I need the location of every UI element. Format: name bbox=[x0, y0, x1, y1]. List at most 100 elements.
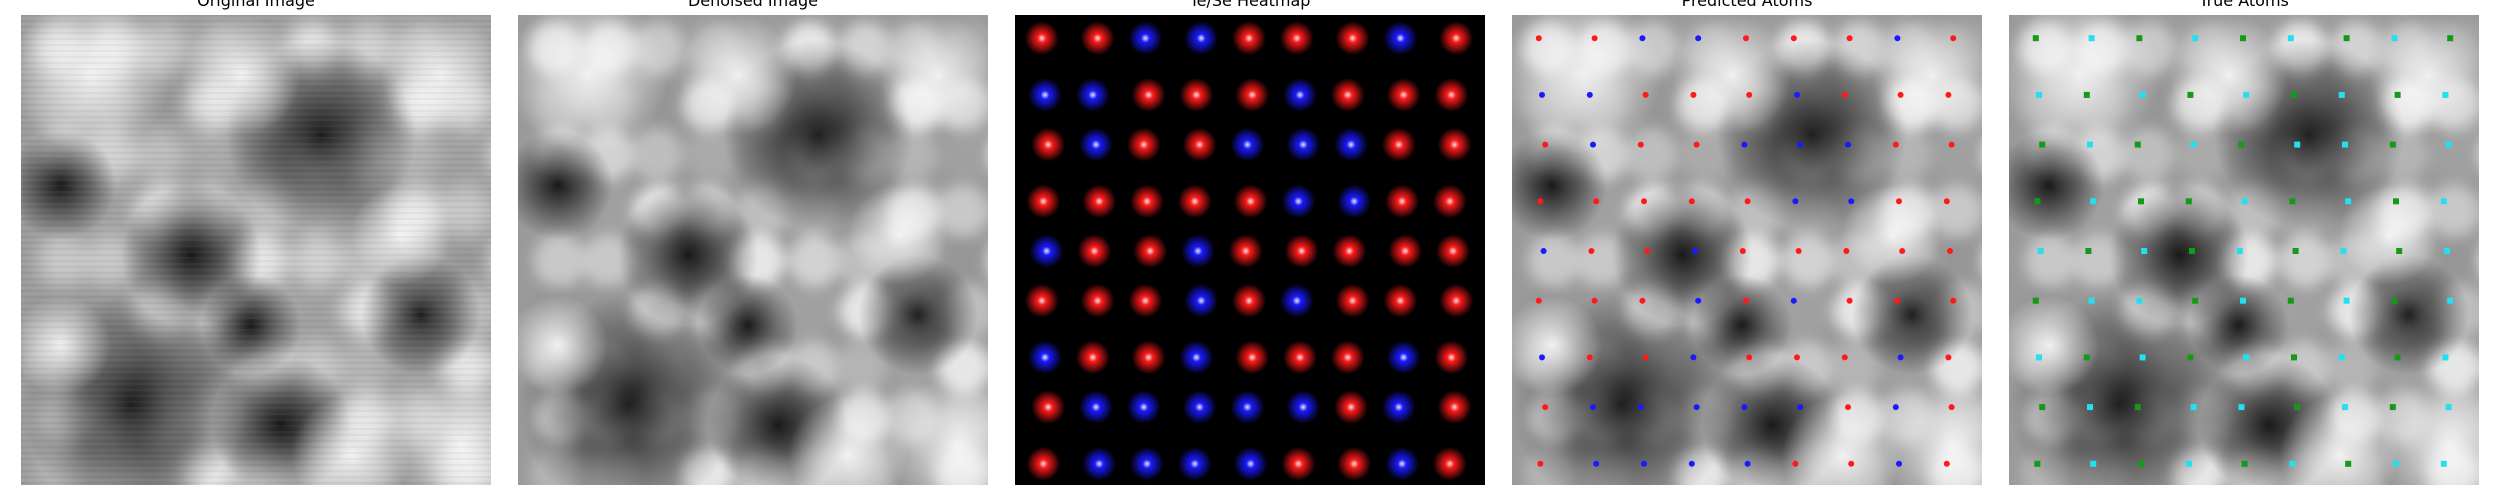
se-heat-spot bbox=[1028, 77, 1062, 112]
true-cyan-atom bbox=[2243, 91, 2250, 98]
true-green-atom bbox=[2394, 91, 2401, 98]
true-cyan-atom bbox=[2442, 91, 2449, 98]
true-green-atom bbox=[2396, 248, 2403, 254]
predicted-se-atom bbox=[1693, 404, 1700, 411]
true-cyan-atom bbox=[2238, 404, 2245, 411]
predicted-te-atom bbox=[1588, 248, 1595, 254]
true-cyan-atom bbox=[2037, 248, 2044, 254]
panel-title-heatmap: Te/Se Heatmap bbox=[1189, 0, 1311, 10]
te-heat-spot bbox=[1385, 184, 1419, 219]
te-heat-spot bbox=[1439, 283, 1474, 318]
te-heat-spot bbox=[1026, 446, 1061, 481]
te-heat-spot bbox=[1381, 127, 1416, 162]
te-heat-spot bbox=[1281, 446, 1316, 481]
te-heat-spot bbox=[1235, 340, 1270, 375]
true-green-atom bbox=[2291, 354, 2297, 361]
se-heat-spot bbox=[1075, 77, 1110, 112]
te-heat-spot bbox=[1330, 340, 1365, 375]
te-heat-spot bbox=[1437, 127, 1472, 162]
true-cyan-atom bbox=[2240, 297, 2246, 304]
se-heat-spot bbox=[1181, 234, 1215, 268]
te-heat-spot bbox=[1284, 234, 1319, 268]
true-green-atom bbox=[2185, 198, 2192, 205]
true-cyan-atom bbox=[2036, 354, 2042, 361]
true-cyan-atom bbox=[2088, 35, 2095, 42]
predicted-atoms-canvas bbox=[1512, 15, 1982, 485]
true-cyan-atom bbox=[2338, 91, 2345, 98]
predicted-te-atom bbox=[1591, 297, 1598, 304]
true-cyan-atom bbox=[2289, 460, 2296, 467]
true-cyan-atom bbox=[2343, 297, 2350, 304]
te-heat-spot bbox=[1031, 127, 1066, 162]
true-cyan-atom bbox=[2340, 248, 2347, 254]
predicted-te-atom bbox=[1693, 141, 1700, 148]
te-heat-spot bbox=[1232, 21, 1266, 56]
true-cyan-atom bbox=[2440, 460, 2447, 467]
predicted-te-atom bbox=[1542, 404, 1549, 411]
true-green-atom bbox=[2389, 141, 2396, 148]
se-heat-spot bbox=[1337, 184, 1372, 219]
predicted-se-atom bbox=[1790, 297, 1797, 304]
te-heat-spot bbox=[1432, 446, 1467, 481]
te-heat-spot bbox=[1182, 127, 1217, 162]
true-cyan-atom bbox=[2192, 35, 2199, 42]
predicted-te-atom bbox=[1894, 297, 1901, 304]
true-green-atom bbox=[2134, 141, 2141, 148]
se-heat-spot bbox=[1286, 390, 1321, 425]
predicted-se-atom bbox=[1540, 248, 1547, 254]
denoised-image bbox=[518, 15, 988, 485]
true-green-atom bbox=[2393, 198, 2399, 205]
true-green-atom bbox=[2447, 35, 2454, 42]
se-heat-spot bbox=[1079, 390, 1113, 425]
predicted-te-atom bbox=[1542, 141, 1549, 148]
predicted-se-atom bbox=[1741, 141, 1748, 148]
true-green-atom bbox=[2391, 297, 2398, 304]
te-heat-spot bbox=[1024, 283, 1059, 318]
true-green-atom bbox=[2187, 354, 2194, 361]
predicted-se-atom bbox=[1593, 460, 1600, 467]
predicted-te-atom bbox=[1846, 35, 1853, 42]
predicted-te-atom bbox=[1841, 91, 1848, 98]
predicted-te-atom bbox=[1945, 91, 1952, 98]
true-cyan-atom bbox=[2391, 35, 2398, 42]
se-heat-spot bbox=[1130, 446, 1164, 481]
panel-predicted: Predicted Atoms bbox=[1512, 0, 1982, 500]
panel-title-true: True Atoms bbox=[2199, 0, 2289, 10]
te-heat-spot bbox=[1077, 234, 1112, 268]
panel-true: True Atoms bbox=[2009, 0, 2479, 500]
true-cyan-atom bbox=[2236, 248, 2243, 254]
panel-original: Original Image bbox=[21, 0, 491, 500]
predicted-se-atom bbox=[1894, 35, 1901, 42]
true-cyan-atom bbox=[2090, 198, 2097, 205]
predicted-se-atom bbox=[1794, 91, 1800, 98]
te-heat-spot bbox=[1283, 340, 1317, 375]
te-heat-spot bbox=[1075, 340, 1110, 375]
predicted-te-atom bbox=[1743, 297, 1749, 304]
predicted-te-atom bbox=[1948, 141, 1955, 148]
te-se-heatmap bbox=[1015, 15, 1485, 485]
predicted-te-atom bbox=[1690, 91, 1697, 98]
predicted-se-atom bbox=[1688, 460, 1695, 467]
true-cyan-atom bbox=[2444, 248, 2450, 254]
predicted-se-atom bbox=[1695, 297, 1702, 304]
predicted-te-atom bbox=[1943, 198, 1950, 205]
true-cyan-atom bbox=[2445, 141, 2452, 148]
te-heat-spot bbox=[1232, 283, 1266, 318]
predicted-te-atom bbox=[1746, 91, 1753, 98]
se-heat-spot bbox=[1279, 283, 1314, 318]
predicted-se-atom bbox=[1797, 404, 1804, 411]
predicted-se-atom bbox=[1539, 354, 1545, 361]
predicted-te-atom bbox=[1846, 297, 1853, 304]
true-cyan-atom bbox=[2294, 141, 2301, 148]
true-green-atom bbox=[2134, 404, 2141, 411]
te-heat-spot bbox=[1080, 283, 1115, 318]
te-heat-spot bbox=[1131, 77, 1166, 112]
te-heat-spot bbox=[1388, 234, 1423, 268]
predicted-te-atom bbox=[1790, 35, 1797, 42]
true-green-atom bbox=[2034, 460, 2041, 467]
predicted-te-atom bbox=[1897, 91, 1904, 98]
te-heat-spot bbox=[1335, 283, 1370, 318]
te-heat-spot bbox=[1386, 77, 1421, 112]
panel-denoised: Denoised Image bbox=[518, 0, 988, 500]
true-cyan-atom bbox=[2190, 404, 2197, 411]
